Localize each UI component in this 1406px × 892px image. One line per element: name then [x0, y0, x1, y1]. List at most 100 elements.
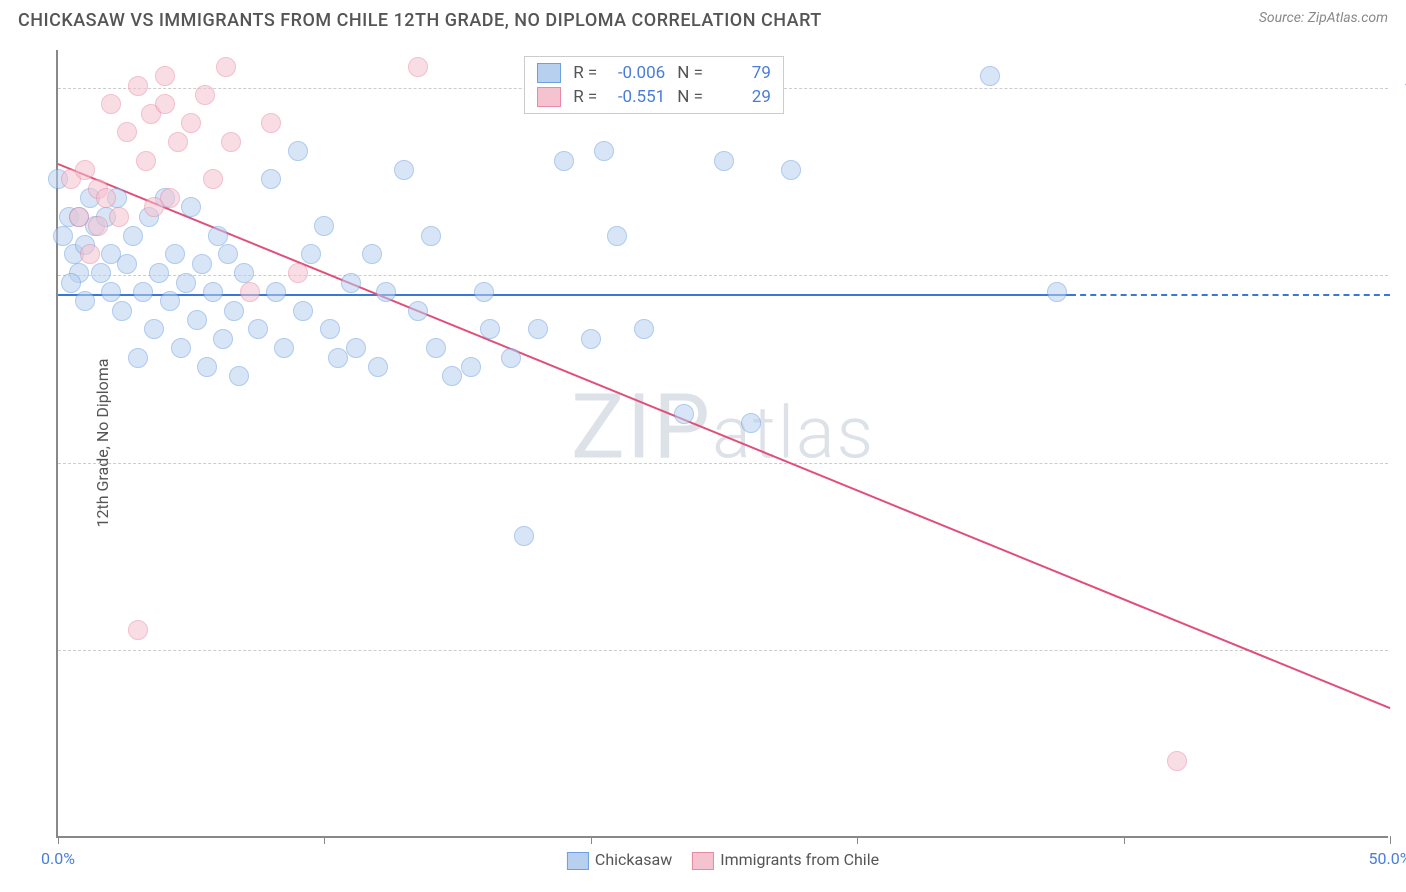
scatter-point [261, 169, 281, 189]
scatter-point [61, 273, 81, 293]
x-tick [591, 836, 592, 844]
legend-r-label: R = [573, 63, 597, 83]
scatter-point [181, 197, 201, 217]
scatter-point [160, 188, 180, 208]
gridline-horizontal [58, 275, 1388, 276]
x-tick [1390, 836, 1391, 844]
scatter-point [101, 94, 121, 114]
x-tick [857, 836, 858, 844]
legend-item: Chickasaw [567, 850, 672, 870]
scatter-point [128, 348, 148, 368]
x-tick-label: 50.0% [1369, 849, 1406, 868]
scatter-point [224, 301, 244, 321]
scatter-point [461, 357, 481, 377]
scatter-point [634, 319, 654, 339]
scatter-point [216, 57, 236, 77]
legend-item: Immigrants from Chile [692, 850, 879, 870]
scatter-point [581, 329, 601, 349]
y-axis-label: 12th Grade, No Diploma [93, 359, 112, 528]
scatter-point [240, 282, 260, 302]
scatter-point [192, 254, 212, 274]
scatter-point [203, 169, 223, 189]
legend-n-value: 79 [715, 63, 771, 83]
scatter-point [160, 291, 180, 311]
scatter-point [133, 282, 153, 302]
scatter-point [128, 76, 148, 96]
scatter-point [176, 273, 196, 293]
source-attribution: Source: ZipAtlas.com [1259, 10, 1388, 26]
scatter-point [75, 160, 95, 180]
scatter-point [96, 188, 116, 208]
scatter-point [376, 282, 396, 302]
scatter-point [248, 319, 268, 339]
x-tick [58, 836, 59, 844]
scatter-point [346, 338, 366, 358]
correlation-chart: 12th Grade, No Diploma ZIPatlas 70.0%80.… [56, 50, 1388, 838]
scatter-point [528, 319, 548, 339]
scatter-point [781, 160, 801, 180]
scatter-point [288, 263, 308, 283]
scatter-point [187, 310, 207, 330]
scatter-point [394, 160, 414, 180]
scatter-point [149, 263, 169, 283]
legend-r-value: -0.006 [609, 63, 665, 83]
scatter-point [741, 413, 761, 433]
legend-swatch [692, 852, 714, 870]
scatter-point [442, 366, 462, 386]
series-legend: Chickasaw Immigrants from Chile [567, 850, 879, 870]
scatter-point [314, 216, 334, 236]
scatter-point [1047, 282, 1067, 302]
regression-line [58, 163, 1391, 709]
scatter-point [554, 151, 574, 171]
scatter-point [91, 263, 111, 283]
scatter-point [594, 141, 614, 161]
correlation-legend: R =-0.006N =79R =-0.551N =29 [524, 56, 784, 114]
scatter-point [261, 113, 281, 133]
scatter-point [203, 282, 223, 302]
scatter-point [293, 301, 313, 321]
scatter-point [69, 207, 89, 227]
legend-row: R =-0.551N =29 [537, 85, 771, 109]
scatter-point [328, 348, 348, 368]
legend-row: R = -0.006 N = 79 [537, 61, 771, 85]
scatter-point [714, 151, 734, 171]
scatter-point [421, 226, 441, 246]
x-tick-label: 0.0% [41, 849, 75, 868]
scatter-point [197, 357, 217, 377]
scatter-point [514, 526, 534, 546]
scatter-point [117, 254, 137, 274]
scatter-point [136, 151, 156, 171]
scatter-point [155, 94, 175, 114]
scatter-point [229, 366, 249, 386]
legend-swatch [537, 87, 561, 107]
scatter-point [501, 348, 521, 368]
scatter-point [181, 113, 201, 133]
scatter-point [88, 216, 108, 236]
scatter-point [171, 338, 191, 358]
scatter-point [607, 226, 627, 246]
scatter-point [341, 273, 361, 293]
scatter-point [80, 244, 100, 264]
scatter-point [101, 282, 121, 302]
scatter-point [362, 244, 382, 264]
scatter-point [288, 141, 308, 161]
scatter-point [221, 132, 241, 152]
scatter-point [165, 244, 185, 264]
legend-swatch [537, 63, 561, 83]
scatter-point [674, 404, 694, 424]
scatter-point [368, 357, 388, 377]
scatter-point [195, 85, 215, 105]
scatter-point [408, 57, 428, 77]
legend-n-label: N = [677, 87, 703, 107]
x-tick [324, 836, 325, 844]
gridline-horizontal [58, 650, 1388, 651]
scatter-point [320, 319, 340, 339]
scatter-point [109, 207, 129, 227]
legend-n-value: 29 [715, 87, 771, 107]
scatter-point [274, 338, 294, 358]
legend-r-label: R = [573, 87, 597, 107]
legend-n-label: N = [677, 63, 703, 83]
gridline-horizontal [58, 463, 1388, 464]
scatter-point [117, 122, 137, 142]
scatter-point [123, 226, 143, 246]
